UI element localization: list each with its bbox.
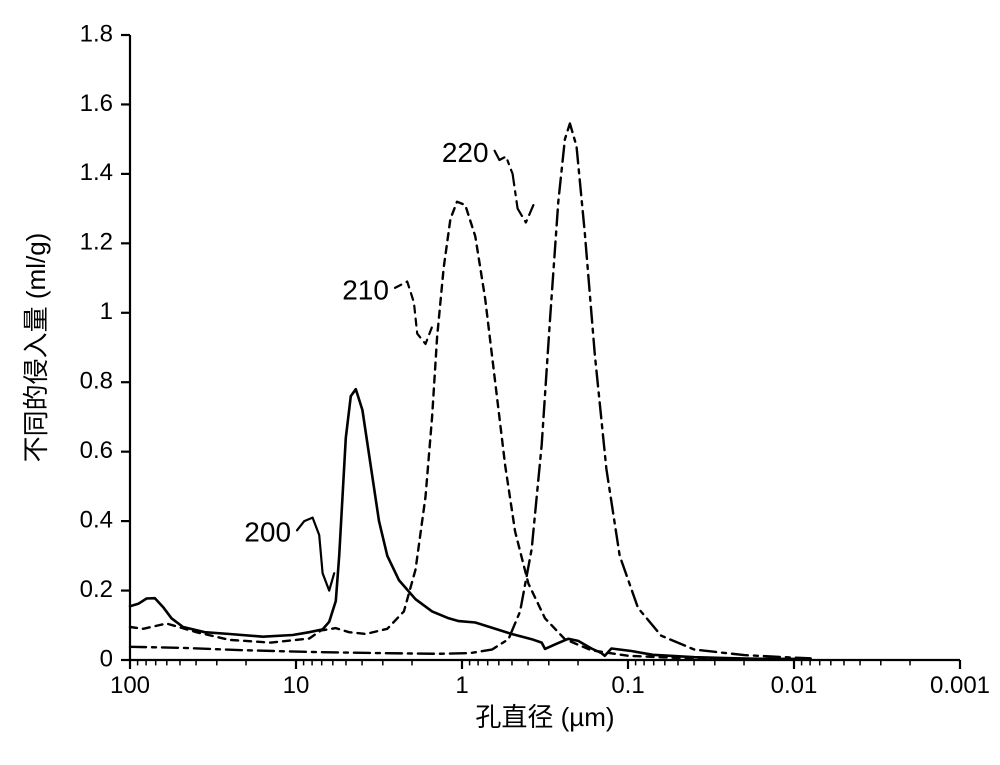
svg-text:0.01: 0.01	[771, 672, 818, 699]
svg-text:0.8: 0.8	[80, 368, 113, 395]
svg-text:1.8: 1.8	[80, 20, 113, 47]
svg-text:1.4: 1.4	[80, 159, 113, 186]
x-axis-label: 孔直径 (µm)	[475, 702, 614, 732]
svg-text:0.1: 0.1	[611, 672, 644, 699]
svg-text:100: 100	[110, 672, 150, 699]
svg-text:0: 0	[100, 645, 113, 672]
svg-text:0.001: 0.001	[930, 672, 990, 699]
svg-text:0.2: 0.2	[80, 576, 113, 603]
callout-210: 210	[342, 274, 389, 305]
svg-text:0.4: 0.4	[80, 506, 113, 533]
y-axis-label: 不同的侵入量 (ml/g)	[21, 233, 51, 463]
svg-text:1: 1	[100, 298, 113, 325]
svg-text:1: 1	[455, 672, 468, 699]
svg-text:0.6: 0.6	[80, 437, 113, 464]
callout-220: 220	[442, 137, 489, 168]
svg-text:1.2: 1.2	[80, 229, 113, 256]
svg-text:10: 10	[283, 672, 310, 699]
callout-200: 200	[244, 517, 291, 548]
pore-diameter-chart: 0 0.2 0.4 0.6 0.8 1 1.2 1.4 1.6 1.8 100 10 1 0.1 0.01 0…	[0, 0, 1000, 765]
svg-text:1.6: 1.6	[80, 90, 113, 117]
